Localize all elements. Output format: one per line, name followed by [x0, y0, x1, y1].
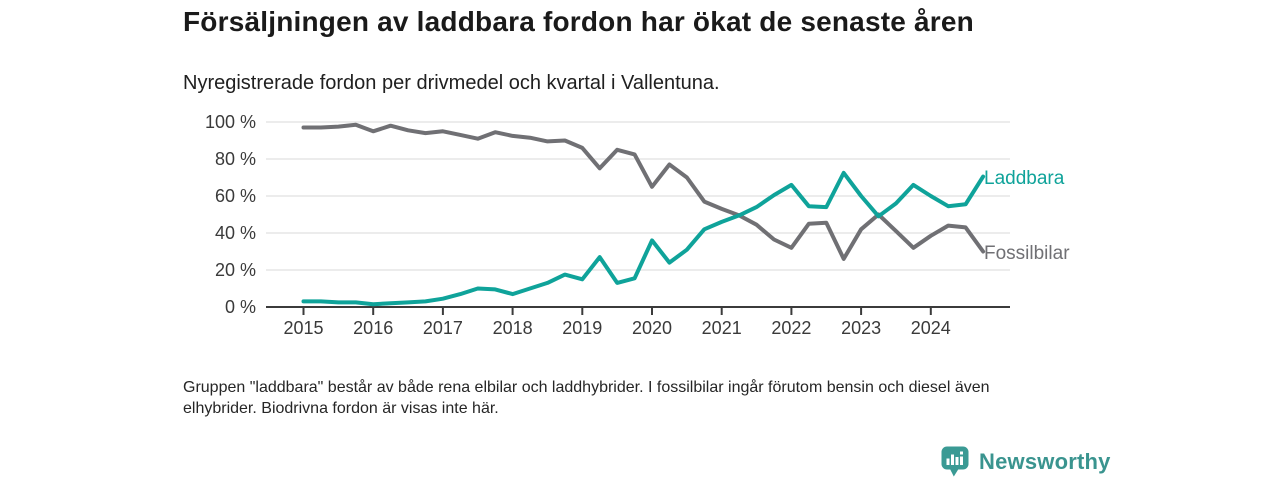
x-tick-label: 2020	[632, 318, 672, 338]
newsworthy-logo: Newsworthy	[941, 446, 1111, 477]
y-tick-label: 20 %	[215, 260, 256, 280]
brand-name: Newsworthy	[979, 448, 1111, 474]
series-label-laddbara: Laddbara	[984, 168, 1065, 189]
x-tick-label: 2017	[423, 318, 463, 338]
x-tick-label: 2024	[911, 318, 951, 338]
y-tick-label: 80 %	[215, 149, 256, 169]
page-title: Försäljningen av laddbara fordon har öka…	[183, 6, 974, 37]
y-tick-label: 100 %	[205, 112, 256, 132]
logo-exclamation-dot	[960, 451, 963, 455]
x-tick-label: 2023	[841, 318, 881, 338]
x-tick-label: 2018	[493, 318, 533, 338]
logo-bar-2	[951, 454, 954, 465]
x-tick-label: 2015	[283, 318, 323, 338]
y-tick-label: 60 %	[215, 186, 256, 206]
line-fossilbilar	[301, 122, 986, 261]
x-tick-label: 2022	[771, 318, 811, 338]
series-label-fossilbilar: Fossilbilar	[984, 243, 1070, 264]
logo-bubble	[941, 446, 969, 470]
chart-subtitle: Nyregistrerade fordon per drivmedel och …	[183, 72, 720, 94]
logo-bar-3	[955, 457, 959, 465]
logo-bubble-tail	[950, 469, 959, 477]
x-tick-label: 2019	[562, 318, 602, 338]
logo-bar-1	[946, 458, 950, 465]
logo-exclamation-bar	[960, 456, 963, 465]
x-tick-label: 2021	[702, 318, 742, 338]
x-tick-label: 2016	[353, 318, 393, 338]
y-tick-label: 40 %	[215, 223, 256, 243]
line-laddbara	[301, 170, 986, 307]
y-tick-label: 0 %	[225, 297, 256, 317]
bar-chart-speech-bubble-icon	[941, 446, 969, 477]
chart-footnote: Gruppen "laddbara" består av både rena e…	[183, 379, 990, 418]
